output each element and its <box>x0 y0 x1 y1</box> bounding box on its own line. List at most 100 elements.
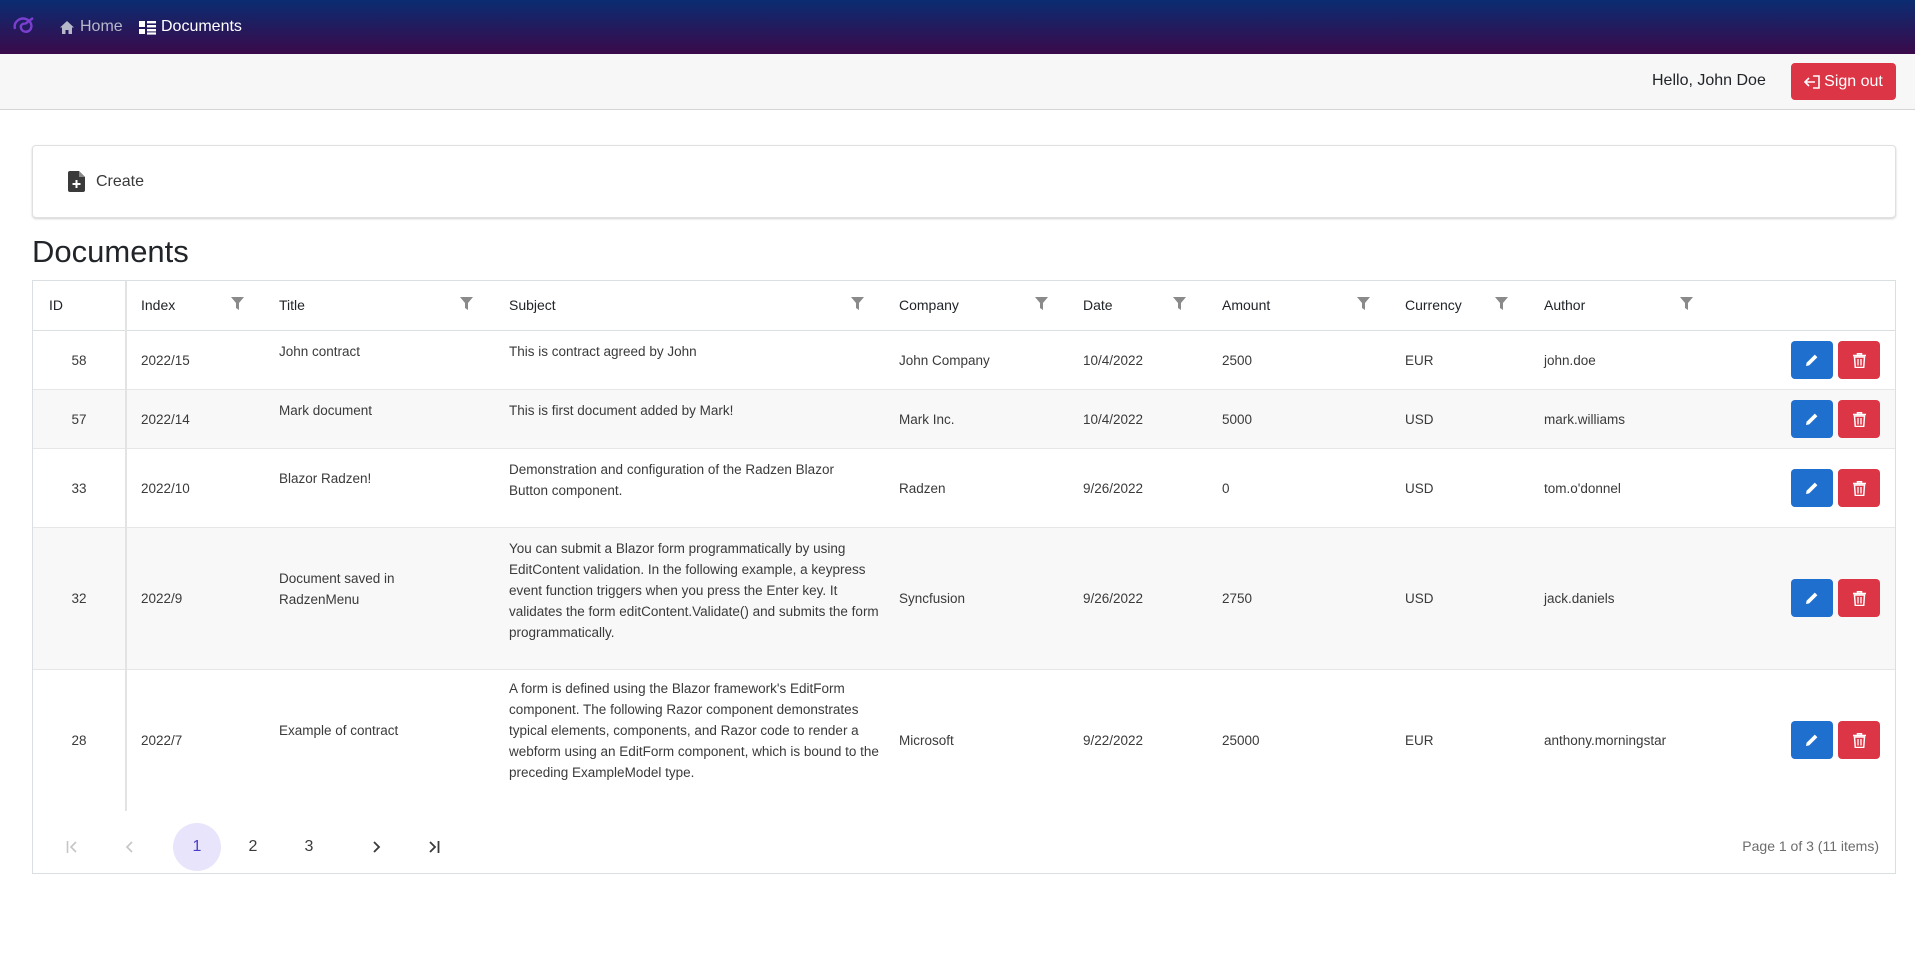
cell-title: Mark document <box>279 403 373 418</box>
nav-documents-label: Documents <box>161 18 242 35</box>
table-row[interactable]: 28 2022/7 Example of contract A form is … <box>33 670 1895 811</box>
page-button-1[interactable]: 1 <box>173 823 221 871</box>
table-row[interactable]: 32 2022/9 Document saved in RadzenMenu Y… <box>33 528 1895 670</box>
column-header-amount[interactable]: Amount <box>1222 297 1271 313</box>
sign-out-icon <box>1804 74 1820 89</box>
column-header-subject[interactable]: Subject <box>509 297 556 313</box>
table-row[interactable]: 33 2022/10 Blazor Radzen! Demonstration … <box>33 449 1895 528</box>
delete-button[interactable] <box>1838 579 1880 617</box>
pencil-icon <box>1806 413 1818 425</box>
home-icon <box>60 20 74 34</box>
page-button-3[interactable]: 3 <box>304 838 314 855</box>
cell-amount: 0 <box>1222 481 1230 496</box>
filter-icon[interactable] <box>460 297 473 313</box>
delete-button[interactable] <box>1838 341 1880 379</box>
delete-button[interactable] <box>1838 721 1880 759</box>
cell-title: Blazor Radzen! <box>279 471 372 486</box>
trash-icon <box>1852 590 1866 606</box>
cell-date: 9/26/2022 <box>1083 591 1144 606</box>
page-button-2[interactable]: 2 <box>248 838 258 855</box>
pencil-icon <box>1806 592 1818 604</box>
filter-icon[interactable] <box>851 297 864 313</box>
column-header-id[interactable]: ID <box>49 297 63 313</box>
cell-index: 2022/9 <box>141 591 183 606</box>
frozen-column-divider <box>125 281 127 811</box>
filter-icon[interactable] <box>1495 297 1508 313</box>
cell-author: jack.daniels <box>1544 591 1615 606</box>
delete-button[interactable] <box>1838 400 1880 438</box>
column-header-author[interactable]: Author <box>1544 297 1586 313</box>
cell-date: 9/26/2022 <box>1083 481 1144 496</box>
cell-amount: 5000 <box>1222 412 1253 427</box>
cell-company: Radzen <box>899 481 946 496</box>
top-navbar: Home Documents <box>0 0 1915 54</box>
grid-header: ID Index Title Subject Company Date Amou… <box>33 281 1895 331</box>
column-header-currency[interactable]: Currency <box>1405 297 1462 313</box>
trash-icon <box>1852 352 1866 368</box>
filter-icon[interactable] <box>1173 297 1186 313</box>
create-button[interactable]: Create <box>68 171 144 192</box>
pencil-icon <box>1806 354 1818 366</box>
cell-subject: A form is defined using the Blazor frame… <box>509 681 879 780</box>
edit-button[interactable] <box>1791 469 1833 507</box>
last-page-button[interactable] <box>409 823 457 871</box>
first-page-button[interactable] <box>49 823 97 871</box>
trash-icon <box>1852 732 1866 748</box>
cell-currency: USD <box>1405 481 1434 496</box>
cell-subject: You can submit a Blazor form programmati… <box>509 541 879 640</box>
next-page-button[interactable] <box>353 823 401 871</box>
cell-author: anthony.morningstar <box>1544 733 1667 748</box>
table-row[interactable]: 57 2022/14 Mark document This is first d… <box>33 390 1895 449</box>
cell-title: Document saved in RadzenMenu <box>279 571 395 607</box>
last-page-icon <box>429 841 440 853</box>
cell-index: 2022/15 <box>141 353 190 368</box>
filter-icon[interactable] <box>1035 297 1048 313</box>
edit-button[interactable] <box>1791 579 1833 617</box>
sign-out-button[interactable]: Sign out <box>1791 63 1896 100</box>
filter-icon[interactable] <box>231 297 244 313</box>
blazor-logo-icon[interactable] <box>11 15 37 37</box>
filter-icon[interactable] <box>1357 297 1370 313</box>
edit-button[interactable] <box>1791 341 1833 379</box>
column-header-index[interactable]: Index <box>141 297 176 313</box>
chevron-right-icon <box>373 841 381 853</box>
cell-company: Microsoft <box>899 733 954 748</box>
cell-company: Mark Inc. <box>899 412 955 427</box>
pencil-icon <box>1806 734 1818 746</box>
cell-amount: 25000 <box>1222 733 1260 748</box>
table-row[interactable]: 58 2022/15 John contract This is contrac… <box>33 331 1895 390</box>
cell-author: mark.williams <box>1544 412 1625 427</box>
documents-grid: ID Index Title Subject Company Date Amou… <box>32 280 1896 874</box>
cell-date: 10/4/2022 <box>1083 412 1144 427</box>
cell-author: tom.o'donnel <box>1544 481 1621 496</box>
cell-currency: EUR <box>1405 353 1434 368</box>
edit-button[interactable] <box>1791 721 1833 759</box>
toolbar-card: Create <box>32 145 1896 218</box>
sign-out-label: Sign out <box>1824 72 1883 90</box>
column-header-title[interactable]: Title <box>279 297 305 313</box>
cell-company: Syncfusion <box>899 591 966 606</box>
column-header-date[interactable]: Date <box>1083 297 1113 313</box>
previous-page-button[interactable] <box>105 823 153 871</box>
delete-button[interactable] <box>1838 469 1880 507</box>
nav-documents-link[interactable]: Documents <box>139 0 242 54</box>
cell-index: 2022/7 <box>141 733 183 748</box>
user-greeting: Hello, John Doe <box>1652 72 1766 89</box>
edit-button[interactable] <box>1791 400 1833 438</box>
cell-id: 28 <box>71 733 87 748</box>
cell-id: 57 <box>71 412 87 427</box>
trash-icon <box>1852 411 1866 427</box>
create-label: Create <box>96 172 145 190</box>
user-bar: Hello, John Doe Sign out <box>0 54 1915 110</box>
cell-company: John Company <box>899 353 990 368</box>
first-page-icon <box>66 841 77 853</box>
pencil-icon <box>1806 482 1818 494</box>
trash-icon <box>1852 480 1866 496</box>
nav-home-link[interactable]: Home <box>59 0 123 54</box>
filter-icon[interactable] <box>1680 297 1693 313</box>
cell-title: John contract <box>279 344 361 359</box>
cell-currency: USD <box>1405 412 1434 427</box>
pager-summary: Page 1 of 3 (11 items) <box>1742 838 1879 854</box>
column-header-company[interactable]: Company <box>899 297 959 313</box>
cell-currency: USD <box>1405 591 1434 606</box>
